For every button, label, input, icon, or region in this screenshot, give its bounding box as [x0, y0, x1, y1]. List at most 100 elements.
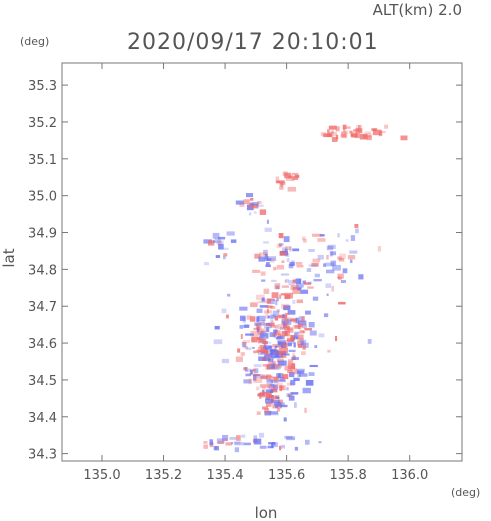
data-point [255, 294, 265, 300]
data-point [281, 319, 290, 325]
data-point [279, 185, 284, 190]
data-point [275, 353, 279, 358]
data-point [214, 325, 220, 330]
data-point [296, 299, 304, 304]
data-point [225, 442, 232, 446]
data-point [307, 286, 314, 289]
data-point [229, 436, 237, 440]
data-point [276, 180, 281, 184]
data-point [251, 204, 259, 209]
data-point [334, 335, 338, 342]
data-point [292, 352, 295, 356]
data-point [283, 236, 290, 243]
y-tick-label: 35.2 [28, 116, 57, 131]
data-point [293, 320, 297, 324]
data-point [268, 361, 277, 366]
data-point [284, 327, 293, 331]
data-point [226, 314, 229, 319]
data-point [266, 305, 273, 308]
y-tick-label: 34.9 [28, 227, 57, 242]
data-point [297, 320, 307, 326]
data-point [325, 262, 335, 267]
altitude-label: ALT(km) 2.0 [373, 1, 462, 19]
data-point [337, 273, 344, 279]
data-point [245, 333, 254, 336]
data-point [274, 401, 281, 407]
y-unit-label: (deg) [20, 35, 49, 48]
data-point [308, 248, 315, 252]
x-axis-label: lon [255, 504, 278, 521]
x-unit-label: (deg) [451, 486, 480, 499]
data-point [273, 377, 279, 382]
data-point [261, 279, 266, 282]
data-point [305, 380, 314, 386]
data-point [299, 330, 305, 334]
data-point [242, 340, 251, 344]
data-point [270, 395, 274, 402]
y-tick-label: 35.1 [28, 153, 57, 168]
data-point [270, 257, 275, 263]
x-tick-label: 135.2 [145, 468, 182, 483]
data-point [266, 366, 276, 370]
data-point [265, 397, 270, 401]
data-point [274, 364, 279, 370]
data-point [268, 353, 273, 360]
data-point [294, 334, 299, 338]
data-point [284, 248, 288, 251]
data-point [253, 350, 260, 354]
data-point [280, 273, 290, 276]
data-point [241, 341, 247, 346]
data-point [274, 324, 279, 329]
data-point [281, 260, 285, 263]
data-point [246, 204, 254, 211]
data-point [281, 353, 290, 356]
data-point [335, 126, 340, 132]
data-point [277, 340, 286, 345]
data-point [349, 250, 358, 254]
data-point [266, 332, 269, 339]
timestamp-title: 2020/09/17 20:10:01 [127, 30, 379, 55]
data-point [256, 324, 259, 331]
data-point [263, 353, 271, 358]
data-point [277, 333, 282, 339]
data-point [266, 298, 272, 304]
data-point [277, 396, 280, 403]
data-point [279, 385, 282, 392]
data-point [278, 404, 288, 408]
data-point [250, 198, 254, 201]
data-point [292, 248, 300, 252]
data-point [276, 309, 280, 313]
data-point [217, 440, 224, 444]
data-point [286, 325, 290, 331]
data-point [235, 435, 241, 441]
data-point [257, 346, 261, 351]
data-point [351, 132, 357, 138]
data-point [265, 262, 270, 266]
data-point [262, 363, 271, 367]
data-point [377, 246, 382, 252]
data-point [278, 233, 284, 239]
data-point [328, 131, 334, 134]
data-point [295, 261, 303, 265]
data-point [265, 393, 272, 399]
data-point [215, 255, 221, 258]
data-point [293, 377, 300, 381]
data-point [213, 339, 223, 345]
data-point [243, 324, 250, 328]
data-point [283, 318, 287, 324]
data-point [277, 323, 286, 330]
data-point [337, 233, 340, 238]
data-point [276, 335, 285, 340]
data-point [338, 301, 346, 305]
data-point [226, 231, 235, 236]
data-point [275, 352, 284, 358]
data-point [276, 297, 279, 302]
data-point [259, 252, 268, 257]
data-point [284, 280, 288, 283]
data-point [239, 202, 245, 208]
data-point [271, 279, 277, 282]
data-point [253, 364, 262, 368]
data-point [268, 322, 275, 327]
data-point [275, 176, 280, 181]
data-point [293, 176, 299, 181]
